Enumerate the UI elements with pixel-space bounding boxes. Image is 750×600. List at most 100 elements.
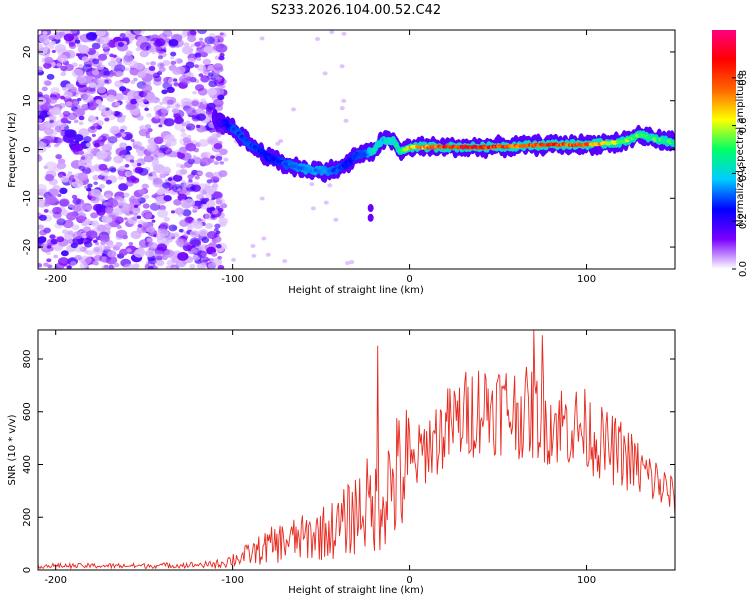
noise-blob	[49, 105, 54, 109]
noise-blob	[137, 151, 145, 157]
noise-blob	[189, 264, 196, 269]
noise-blob	[189, 30, 197, 36]
noise-blob	[117, 61, 122, 66]
y-tick-label: 600	[22, 402, 33, 421]
noise-blob	[83, 136, 92, 143]
noise-blob	[163, 195, 172, 202]
noise-blob	[123, 263, 135, 269]
noise-blob	[98, 184, 105, 189]
noise-blob	[61, 229, 69, 235]
noise-blob	[47, 111, 52, 116]
noise-blob	[211, 238, 217, 243]
noise-blob	[88, 82, 97, 88]
noise-blob	[200, 157, 212, 166]
y-tick-label: 0	[22, 146, 33, 152]
noise-blob	[153, 136, 164, 145]
noise-blob	[143, 194, 150, 200]
noise-blob	[250, 243, 256, 248]
chart-title: S233.2026.104.00.52.C42	[271, 3, 441, 18]
noise-blob	[44, 127, 54, 136]
noise-blob	[179, 168, 188, 175]
noise-blob	[181, 45, 194, 55]
noise-blob	[69, 139, 75, 144]
noise-blob	[38, 140, 45, 148]
noise-blob	[114, 102, 120, 106]
x-tick-label: -200	[44, 575, 67, 586]
noise-blob	[176, 58, 184, 64]
noise-blob	[173, 78, 178, 82]
snr-series-line	[38, 330, 675, 570]
noise-blob	[212, 44, 222, 51]
noise-blob	[158, 66, 166, 73]
snr-y-ticks: 0 200 400 600 800	[22, 349, 675, 573]
noise-blob	[117, 42, 124, 48]
noise-blob	[38, 236, 47, 243]
noise-blob	[90, 212, 99, 219]
noise-blob	[85, 31, 98, 41]
noise-blob	[207, 262, 217, 269]
noise-blob	[183, 42, 190, 47]
noise-blob	[125, 154, 132, 160]
snr-x-ticks: -200 -100 0 100	[44, 330, 596, 586]
noise-blob	[219, 32, 224, 36]
noise-blob	[259, 36, 265, 41]
noise-blob	[282, 259, 288, 264]
noise-blob	[39, 229, 47, 236]
noise-blob	[166, 237, 173, 243]
noise-blob	[54, 44, 66, 53]
noise-blob	[114, 93, 125, 101]
noise-blob	[182, 30, 187, 34]
noise-blob	[218, 170, 228, 178]
noise-blob	[170, 210, 176, 214]
noise-blob	[81, 202, 93, 211]
noise-blob	[52, 206, 62, 215]
noise-blob	[100, 169, 109, 177]
noise-blob	[214, 75, 220, 80]
colorbar-tick-label: 0.2	[738, 213, 749, 229]
noise-blob	[118, 205, 123, 209]
noise-blob	[44, 80, 52, 86]
y-tick-label: -20	[22, 239, 33, 255]
noise-blob	[196, 57, 202, 62]
noise-blob	[178, 228, 184, 233]
noise-blob	[158, 124, 163, 128]
noise-blob	[195, 124, 201, 129]
noise-blob	[118, 165, 126, 172]
noise-blob	[144, 107, 149, 112]
noise-blob	[72, 203, 83, 212]
noise-blob	[163, 118, 175, 127]
noise-blob	[122, 77, 131, 84]
noise-blob	[166, 138, 177, 147]
noise-blob	[215, 155, 223, 162]
ridge-core	[671, 139, 675, 144]
noise-blob	[185, 107, 197, 116]
noise-blob	[205, 222, 213, 229]
noise-blob	[172, 108, 179, 114]
noise-blob	[323, 200, 329, 205]
noise-blob	[185, 61, 195, 69]
noise-blob	[90, 221, 95, 225]
noise-blob	[115, 229, 128, 239]
noise-blob	[215, 197, 226, 206]
noise-blob	[231, 257, 237, 262]
noise-blob	[77, 44, 90, 54]
noise-blob	[146, 143, 157, 152]
noise-blob	[166, 99, 174, 105]
noise-blob	[92, 260, 99, 266]
noise-blob	[110, 167, 117, 173]
noise-blob	[181, 179, 186, 184]
noise-blob	[203, 46, 214, 54]
noise-blob	[216, 244, 222, 249]
noise-blob	[125, 50, 133, 56]
noise-blob	[137, 71, 147, 79]
noise-blob	[139, 124, 146, 130]
noise-blob	[114, 208, 122, 214]
noise-blob	[194, 52, 202, 58]
noise-blob	[44, 46, 49, 51]
noise-blob	[136, 162, 142, 167]
noise-blob	[138, 146, 145, 151]
noise-blob	[114, 80, 124, 88]
noise-blob	[71, 30, 78, 34]
noise-blob	[93, 181, 99, 186]
noise-blob	[128, 197, 136, 203]
